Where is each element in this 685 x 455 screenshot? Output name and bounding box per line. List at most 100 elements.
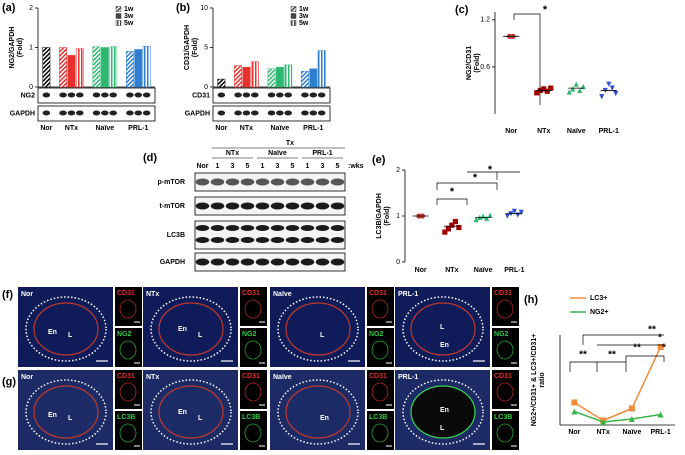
sig-bracket [569,334,665,372]
blot-strip [194,196,346,216]
x-tick-label: PRL-1 [504,267,524,274]
blot-band [210,202,225,210]
micrograph-inset [240,328,267,367]
bar [317,50,326,88]
blot-band [210,237,225,243]
image-label: L [68,415,73,422]
stain-label: LC3B [117,414,135,421]
micrograph-inset [367,287,394,326]
lane-label: 5 [336,163,340,170]
x-tick-label: Nor [215,125,227,132]
blot-band [330,237,345,243]
blot-band [267,92,276,98]
blot-strip [194,252,346,272]
x-tick-label: Naïve [96,125,115,132]
blot-band [101,92,109,98]
data-point [515,212,521,218]
data-point [452,218,458,225]
x-tick-label: NTx [597,429,610,436]
micrograph-inset [115,287,142,326]
micrograph-inset [115,370,142,409]
legend-swatch [290,13,297,19]
image-label: Naïve [273,374,292,381]
blot-band [234,92,242,98]
panel-label: (b) [176,2,190,14]
blot-band [300,178,315,186]
blot-band [67,110,76,116]
blot-band [195,225,210,231]
stain-signal [371,299,389,319]
blot-band [217,110,226,116]
bar [92,46,101,88]
blot-band [242,110,251,116]
data-point [456,224,462,231]
vessel-outline [25,296,107,362]
blot-band [210,178,225,186]
image-label: Naïve [273,291,292,298]
data-point [442,229,448,235]
image-label: En [178,326,187,333]
data-point [600,419,607,425]
blot-band [270,225,285,231]
data-point [566,89,572,95]
y-tick-label: 0 [204,84,208,91]
y-tick-label: 1 [396,213,400,220]
blot-band [330,178,345,186]
x-tick-label: NTx [445,267,458,274]
legend-label: 3w [124,13,134,20]
blot-band [330,202,345,210]
stain-label: LC3B [369,414,387,421]
data-point [657,344,664,350]
data-point [571,399,578,406]
blot-band [195,202,210,210]
stain-signal [244,423,262,443]
micrograph-inset [492,287,519,326]
data-point [504,213,510,219]
blot-strip [37,87,156,104]
significance: * [473,172,478,184]
blot-strip [37,105,156,122]
bar [250,61,259,88]
vessel-outline [33,302,99,356]
micrograph-inset [115,411,142,450]
data-point [518,209,524,215]
blot-band [284,92,292,98]
blot-band [301,92,309,98]
lane-label: 5 [246,163,250,170]
blot-band [225,178,240,186]
blot-group-label: NTx [226,150,239,157]
stain-label: CD31 [369,373,387,380]
stain-label: CD31 [494,290,512,297]
blot-band [255,237,270,243]
image-label: Nor [21,374,33,381]
blot-band [225,237,240,243]
micrograph-inset [240,287,267,326]
stain-label: CD31 [117,373,135,380]
panel-label: (a) [2,2,16,14]
x-tick-label: PRL-1 [128,125,148,132]
vessel-outline [277,379,359,445]
blot-strip [212,87,331,104]
legend-swatch [115,13,122,19]
vessel-outline [158,302,224,356]
image-label: PRL-1 [398,374,418,381]
y-axis-label: NG2+/CD31+ & LC3+/CD31+ratio [531,334,546,427]
image-label: L [440,324,445,331]
legend-label: 5w [299,20,309,27]
micrograph-inset [115,328,142,367]
stain-label: NG2 [494,331,509,338]
blot-band [134,110,143,116]
stain-signal [496,423,514,443]
legend-swatch [115,20,122,26]
blot-band [251,92,259,98]
image-label: En [320,415,329,422]
legend-label: LC3+ [590,295,607,302]
data-point [541,86,547,92]
blot-band [276,110,284,116]
stain-label: CD31 [242,373,260,380]
data-point [449,222,455,228]
y-tick-label: 2 [29,5,33,12]
blot-band [195,237,210,243]
stain-signal [119,299,137,319]
blot-band [255,225,270,231]
